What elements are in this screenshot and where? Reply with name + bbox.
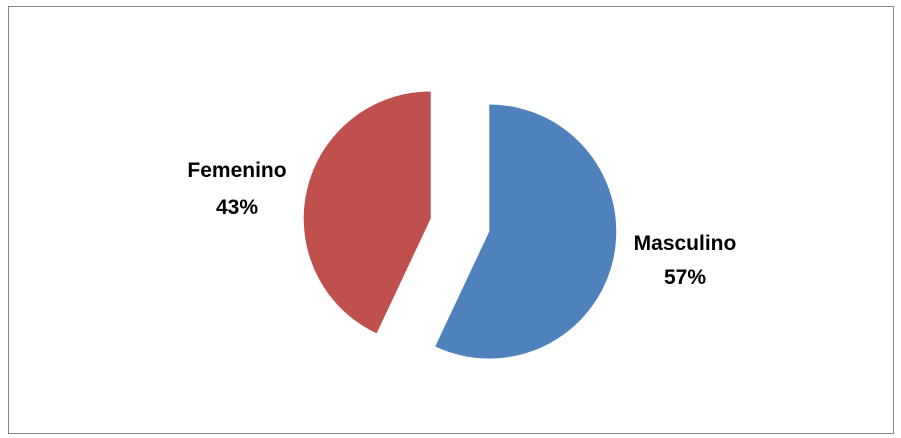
pie-slice-femenino bbox=[303, 91, 431, 334]
chart-area bbox=[8, 6, 894, 434]
pie-labels: Femenino 43% Masculino 57% bbox=[187, 159, 736, 289]
slice-label-femenino-percent: 43% bbox=[216, 196, 258, 219]
pie-slice-masculino bbox=[435, 104, 617, 359]
slice-label-masculino-percent: 57% bbox=[664, 266, 706, 289]
slice-label-femenino-name: Femenino bbox=[187, 159, 286, 182]
slice-label-masculino-name: Masculino bbox=[634, 232, 737, 255]
pie-slices bbox=[303, 91, 617, 359]
